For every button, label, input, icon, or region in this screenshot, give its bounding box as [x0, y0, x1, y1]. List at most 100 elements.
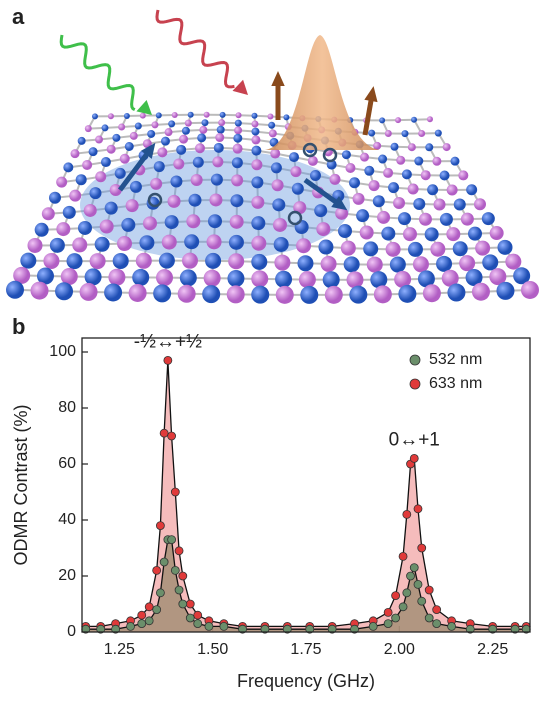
data-point	[153, 566, 161, 574]
atom	[338, 224, 352, 238]
data-point	[160, 429, 168, 437]
data-point	[392, 614, 400, 622]
atom	[234, 126, 242, 134]
y-tick-label: 20	[58, 567, 76, 584]
atom	[229, 235, 244, 250]
atom	[251, 159, 262, 170]
atom	[235, 120, 242, 127]
data-point	[425, 586, 433, 594]
spin-arrow	[365, 95, 372, 135]
atom	[421, 170, 431, 180]
data-point	[399, 603, 407, 611]
atom	[274, 255, 290, 271]
atom	[100, 220, 114, 234]
atom	[330, 174, 341, 185]
atom	[270, 149, 280, 159]
data-point	[171, 566, 179, 574]
atom	[215, 133, 224, 142]
atom	[113, 253, 129, 269]
y-axis-label: ODMR Contrast (%)	[11, 404, 31, 565]
data-point	[403, 589, 411, 597]
atom	[323, 271, 340, 288]
atom	[154, 161, 165, 172]
data-point	[384, 608, 392, 616]
atom	[454, 199, 466, 211]
atom	[72, 237, 87, 252]
fit-line	[86, 360, 527, 626]
atom	[252, 121, 259, 128]
atom	[208, 214, 222, 228]
atom	[105, 202, 118, 215]
atom	[80, 283, 98, 301]
atom	[459, 255, 475, 271]
atom	[121, 218, 135, 232]
atom	[252, 113, 258, 119]
atom	[168, 120, 175, 127]
atom	[251, 216, 265, 230]
atom	[482, 212, 495, 225]
atom	[353, 193, 365, 205]
atom	[159, 253, 175, 269]
atom	[299, 271, 316, 288]
atom	[283, 114, 289, 120]
atom	[214, 143, 224, 153]
atom	[446, 227, 460, 241]
atom	[273, 218, 287, 232]
atom	[427, 184, 438, 195]
atom	[69, 190, 81, 202]
data-point	[138, 611, 146, 619]
atom	[398, 285, 416, 303]
atom	[188, 112, 194, 118]
atom	[228, 253, 244, 269]
atom	[207, 234, 222, 249]
atom	[31, 282, 49, 300]
atom	[56, 177, 67, 188]
atom	[251, 135, 260, 144]
legend-label: 633 nm	[429, 375, 482, 392]
atom	[189, 194, 202, 207]
x-tick-label: 1.75	[290, 641, 321, 658]
atom	[63, 206, 76, 219]
atom	[202, 119, 209, 126]
atom	[403, 227, 417, 241]
atom	[347, 271, 364, 288]
atom	[82, 160, 92, 170]
data-point	[418, 544, 426, 552]
x-tick-label: 1.25	[104, 641, 135, 658]
atom	[139, 235, 154, 250]
data-point	[186, 614, 194, 622]
atom	[143, 216, 157, 230]
atom	[466, 184, 477, 195]
data-point	[399, 552, 407, 560]
atom	[374, 285, 392, 303]
atom	[78, 137, 86, 145]
atom	[236, 112, 242, 118]
atom	[132, 269, 149, 286]
atom	[458, 170, 468, 180]
atom	[290, 166, 301, 177]
atom	[275, 271, 292, 288]
data-point	[175, 547, 183, 555]
atom	[135, 122, 142, 129]
atom	[443, 143, 451, 151]
data-point	[145, 603, 153, 611]
atom	[161, 137, 170, 146]
atom	[440, 171, 450, 181]
atom	[408, 242, 423, 257]
arrow-head	[233, 80, 248, 95]
atom	[369, 180, 380, 191]
data-point	[127, 622, 135, 630]
atom	[20, 253, 36, 269]
atom	[84, 204, 97, 217]
atom	[165, 128, 173, 136]
atom	[498, 240, 513, 255]
atom	[388, 182, 399, 193]
data-point	[414, 505, 422, 513]
atom	[393, 197, 405, 209]
light-wave	[157, 10, 234, 87]
atom	[218, 119, 225, 126]
atom	[67, 253, 83, 269]
atom	[217, 126, 225, 134]
atom	[297, 255, 313, 271]
data-point	[414, 580, 422, 588]
